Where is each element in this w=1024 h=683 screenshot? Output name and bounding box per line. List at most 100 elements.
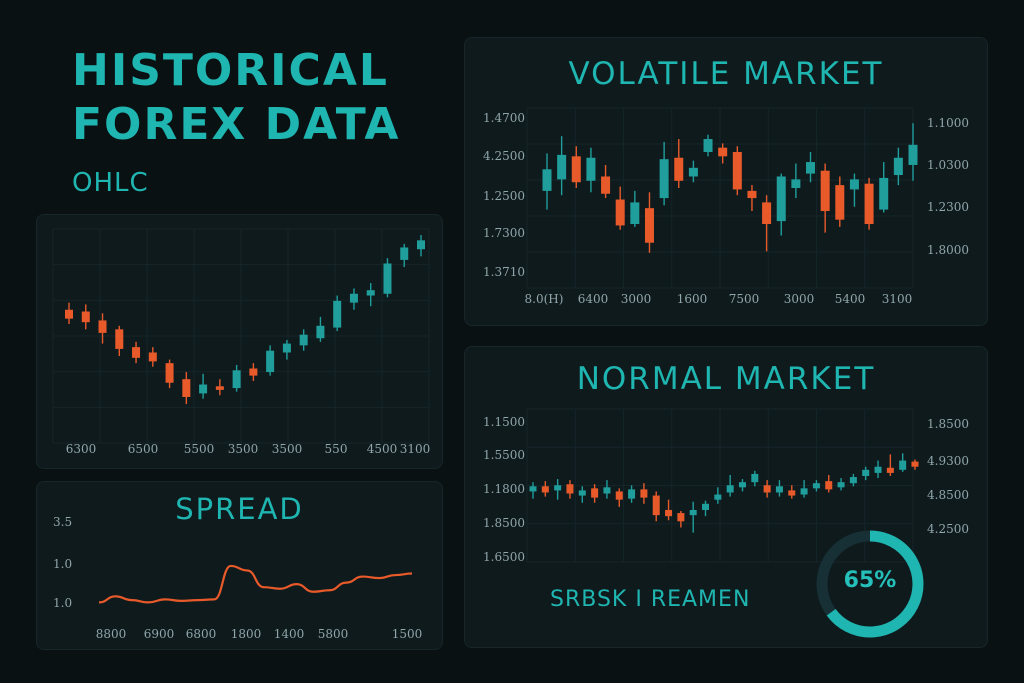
y-tick-label-left: 1.1800 xyxy=(483,482,525,496)
x-tick-label: 8800 xyxy=(96,627,127,641)
y-tick-label-right: 1.1000 xyxy=(927,116,969,130)
x-tick-label: 3000 xyxy=(784,292,815,306)
volatile-title: VOLATILE MARKET xyxy=(568,56,884,92)
candle-body xyxy=(788,490,796,496)
candle-body xyxy=(586,157,596,181)
page-title: HISTORICAL FOREX DATA xyxy=(72,44,400,152)
normal-panel: NORMAL MARKET 1.1500 1.5500 1.1800 1.8500 1.… xyxy=(464,346,988,648)
candle-body xyxy=(825,481,833,490)
candle-body xyxy=(541,486,549,493)
candle-body xyxy=(630,202,640,224)
x-tick-label: 5500 xyxy=(184,442,215,456)
spread-title: SPREAD xyxy=(175,492,304,526)
x-tick-label: 3500 xyxy=(228,442,259,456)
y-tick-label: 3.5 xyxy=(53,515,72,529)
candle-body xyxy=(703,139,713,152)
x-tick-label: 4500 xyxy=(367,442,398,456)
candle-body xyxy=(148,352,157,362)
candle-body xyxy=(689,509,697,516)
candle-body xyxy=(165,363,174,383)
candle-body xyxy=(542,169,552,191)
candle-body xyxy=(849,179,859,190)
x-tick-label: 6400 xyxy=(578,292,609,306)
candle-body xyxy=(688,167,698,177)
volatile-chart: 1.4700 4.2500 1.2500 1.7300 1.3710 1.1000 1.03… xyxy=(483,107,969,306)
y-tick-label: 1.0 xyxy=(53,557,72,571)
candle-body xyxy=(812,483,820,489)
y-tick-label-right: 4.9300 xyxy=(927,454,969,468)
y-tick-label: 1.0 xyxy=(53,596,72,610)
y-tick-label-left: 1.1500 xyxy=(483,415,525,429)
x-tick-label: 3100 xyxy=(882,292,913,306)
candle-body xyxy=(182,379,191,397)
candle-body xyxy=(115,329,124,349)
candle-body xyxy=(591,488,599,498)
candle-body xyxy=(800,488,808,495)
x-tick-label: 3500 xyxy=(272,442,303,456)
gauge-chart xyxy=(816,530,924,638)
y-tick-label-right: 1.0300 xyxy=(927,158,969,172)
spread-panel: SPREAD 3.5 1.0 1.0 8800 6900 6800 1800 1400 5800… xyxy=(36,481,443,650)
x-tick-label: 6800 xyxy=(186,627,217,641)
candle-body xyxy=(615,199,625,226)
x-tick-label: 6500 xyxy=(128,442,159,456)
candle-body xyxy=(566,484,574,494)
candle-body xyxy=(732,152,742,190)
candle-body xyxy=(603,487,611,494)
y-tick-label-right: 1.2300 xyxy=(927,200,969,214)
candle-body xyxy=(908,144,918,165)
candle-body xyxy=(806,162,816,174)
y-tick-label-right: 4.8500 xyxy=(927,488,969,502)
candle-body xyxy=(899,460,907,470)
candle-body xyxy=(677,513,685,522)
candle-body xyxy=(714,494,722,500)
y-tick-label-left: 1.2500 xyxy=(483,189,525,203)
candle-body xyxy=(874,466,882,473)
candle-body xyxy=(738,482,746,488)
candle-body xyxy=(820,170,830,212)
candle-body xyxy=(615,491,623,500)
candle-body xyxy=(132,347,141,358)
candle-body xyxy=(751,473,759,483)
candle-body xyxy=(316,325,325,339)
y-tick-label-left: 1.6500 xyxy=(483,550,525,564)
candle-body xyxy=(849,477,857,484)
candle-body xyxy=(893,157,903,176)
candle-body xyxy=(665,509,673,517)
y-tick-label-right: 1.8500 xyxy=(927,417,969,431)
y-tick-label-right: 1.8000 xyxy=(927,243,969,257)
candle-body xyxy=(529,486,537,492)
candle-body xyxy=(199,384,208,394)
x-tick-label: 5400 xyxy=(835,292,866,306)
candle-body xyxy=(775,486,783,493)
candle-body xyxy=(862,469,870,476)
normal-chart: 1.1500 1.5500 1.1800 1.8500 1.6500 1.8500 4.93… xyxy=(483,408,969,564)
x-tick-label: 8.0(H) xyxy=(525,292,564,306)
x-tick-label: 3000 xyxy=(621,292,652,306)
y-tick-label-left: 1.4700 xyxy=(483,111,525,125)
candle-body xyxy=(282,343,291,353)
gauge-arc xyxy=(826,530,924,638)
x-tick-label: 1500 xyxy=(392,627,423,641)
candle-body xyxy=(366,290,375,296)
candle-body xyxy=(98,320,107,333)
candle-body xyxy=(299,334,308,346)
candle-body xyxy=(554,485,562,491)
spread-line xyxy=(98,564,413,604)
volatile-panel: VOLATILE MARKET 1.4700 4.2500 1.2500 1.7300… xyxy=(464,37,988,326)
x-tick-label: 7500 xyxy=(729,292,760,306)
y-tick-label-left: 4.2500 xyxy=(483,149,525,163)
x-tick-label: 1800 xyxy=(231,627,262,641)
candle-body xyxy=(879,177,889,210)
candle-body xyxy=(383,263,392,294)
title-line-1: HISTORICAL xyxy=(72,45,389,96)
candle-body xyxy=(557,154,567,180)
title-line-2: FOREX DATA xyxy=(72,99,401,150)
candle-body xyxy=(640,489,648,498)
spread-chart: 3.5 1.0 1.0 8800 6900 6800 1800 1400 5800 1500 xyxy=(53,515,423,641)
candle-body xyxy=(886,467,894,473)
y-tick-label-left: 1.7300 xyxy=(483,226,525,240)
page-subtitle: OHLC xyxy=(72,168,149,198)
candle-body xyxy=(266,350,275,373)
ohlc-panel: 6300 6500 5500 3500 3500 550 4500 3100 xyxy=(36,214,443,469)
